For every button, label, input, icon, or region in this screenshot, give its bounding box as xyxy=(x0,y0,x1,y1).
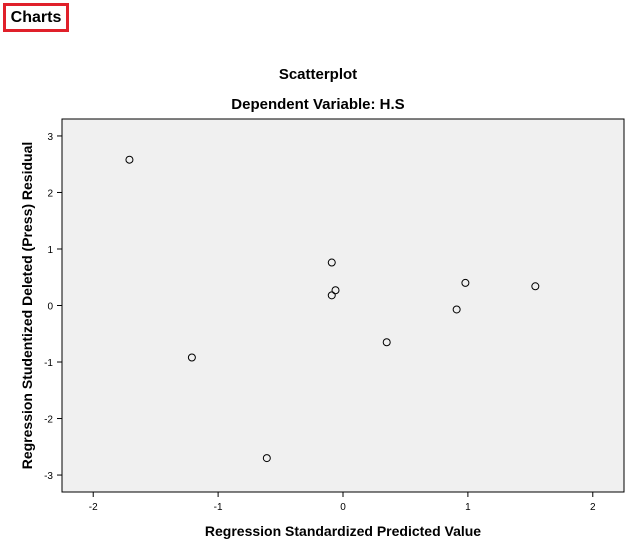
data-point xyxy=(262,454,271,463)
x-axis-label: Regression Standardized Predicted Value xyxy=(205,523,481,539)
data-point xyxy=(327,258,336,267)
y-tick-label: 1 xyxy=(47,245,53,256)
x-tick-label: 2 xyxy=(590,502,596,513)
data-point xyxy=(461,278,470,287)
x-tick-label: 1 xyxy=(465,502,471,513)
data-point xyxy=(327,291,336,300)
y-tick-label: 0 xyxy=(47,302,53,313)
y-tick-label: -2 xyxy=(44,415,53,426)
x-tick-label: -1 xyxy=(214,502,223,513)
data-point xyxy=(531,282,540,291)
axis-ticks: -2 -1 0 1 2 -3 -2 -1 0 1 2 3 xyxy=(44,132,596,513)
y-tick-label: 2 xyxy=(47,188,53,199)
chart-subtitle: Dependent Variable: H.S xyxy=(231,96,405,113)
chart-title: Scatterplot xyxy=(278,66,358,83)
data-point xyxy=(125,155,134,164)
y-tick-label: -1 xyxy=(44,358,53,369)
plot-area xyxy=(61,118,625,493)
data-points xyxy=(125,155,540,463)
data-point xyxy=(331,286,340,295)
charts-section-header: Charts xyxy=(3,3,69,32)
y-tick-label: -3 xyxy=(44,471,53,482)
data-point xyxy=(187,353,196,362)
charts-section-label: Charts xyxy=(10,8,62,26)
data-point xyxy=(452,305,461,314)
x-tick-label: 0 xyxy=(340,502,346,513)
x-tick-label: -2 xyxy=(89,502,98,513)
y-tick-label: 3 xyxy=(47,132,53,143)
y-axis-label: Regression Studentized Deleted (Press) R… xyxy=(19,142,35,470)
data-point xyxy=(382,338,391,347)
